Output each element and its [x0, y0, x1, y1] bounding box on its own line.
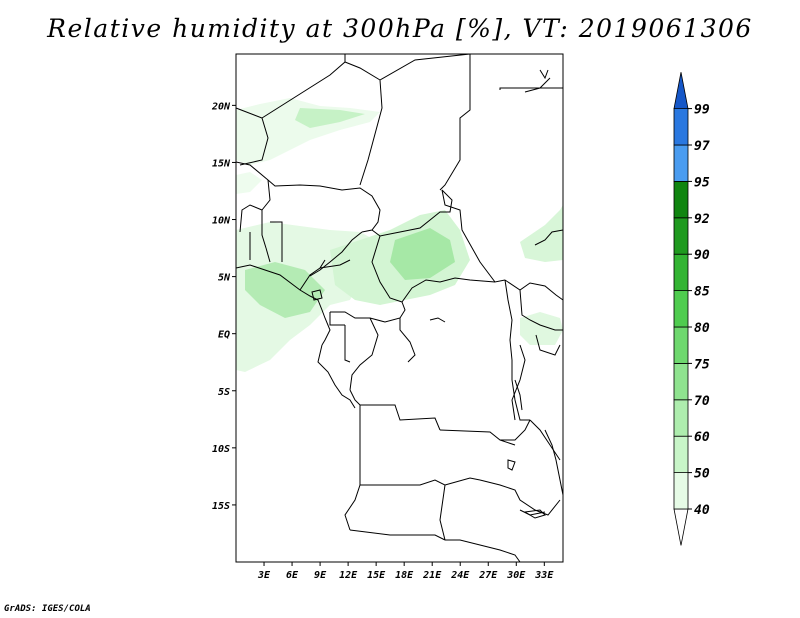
lon-tick-label: 27E — [478, 570, 498, 581]
lat-tick-label: 5S — [218, 387, 230, 398]
colorbar-label: 92 — [694, 212, 710, 227]
colorbar-segment — [673, 362, 689, 401]
humidity-region-central-core — [390, 228, 455, 280]
colorbar-segment — [673, 290, 689, 328]
colorbar-upper-triangle — [673, 72, 689, 109]
humidity-region-west-mid — [236, 172, 262, 194]
colorbar: 40 50 60 70 75 80 85 90 92 95 97 99 — [673, 72, 710, 546]
longitude-axis: 3E 6E 9E 12E 15E 18E 21E 24E 27E 30E 33E — [257, 562, 554, 581]
lon-tick-label: 18E — [395, 570, 414, 581]
colorbar-segment — [673, 253, 689, 291]
colorbar-label: 85 — [694, 285, 710, 300]
colorbar-segment — [673, 144, 689, 182]
lon-tick-label: 15E — [367, 570, 386, 581]
humidity-region-sahel-west-core — [245, 262, 325, 318]
colorbar-label: 40 — [694, 503, 710, 518]
humidity-region-east-strip — [520, 205, 563, 262]
map-panel — [235, 53, 564, 563]
lat-tick-label: 10N — [212, 216, 231, 227]
colorbar-label: 60 — [694, 430, 710, 445]
humidity-region-north-core — [295, 108, 365, 128]
colorbar-segment — [673, 399, 689, 437]
lat-tick-label: 10S — [212, 444, 230, 455]
colorbar-segment — [673, 108, 689, 146]
colorbar-label: 50 — [694, 467, 710, 482]
lon-tick-label: 6E — [286, 570, 299, 581]
lon-tick-label: 3E — [257, 570, 271, 581]
lat-tick-label: EQ — [218, 330, 230, 341]
lat-tick-label: 20N — [211, 101, 231, 112]
colorbar-label: 97 — [694, 139, 710, 154]
colorbar-segment — [673, 435, 689, 474]
colorbar-label: 80 — [694, 321, 710, 336]
lon-tick-label: 30E — [506, 570, 526, 581]
lat-tick-label: 15N — [212, 158, 231, 169]
colorbar-label: 70 — [694, 394, 710, 409]
colorbar-label: 75 — [694, 357, 710, 372]
map-title: Relative humidity at 300hPa [%], VT: 201… — [47, 14, 753, 43]
colorbar-segment — [673, 217, 689, 255]
colorbar-segment — [673, 326, 689, 364]
colorbar-segment — [673, 180, 689, 219]
colorbar-label: 90 — [694, 248, 710, 263]
political-borders — [235, 53, 564, 563]
lon-tick-label: 24E — [450, 570, 470, 581]
latitude-axis: 20N 15N 10N 5N EQ 5S 10S 15S — [211, 101, 236, 512]
lon-tick-label: 9E — [314, 570, 327, 581]
lon-tick-label: 33E — [534, 570, 554, 581]
grads-credit: GrADS: IGES/COLA — [4, 604, 91, 614]
colorbar-label: 99 — [694, 103, 710, 118]
colorbar-lower-triangle — [673, 508, 689, 546]
map-frame — [235, 53, 564, 563]
lat-tick-label: 5N — [218, 273, 231, 284]
colorbar-label: 95 — [694, 175, 710, 190]
colorbar-segment — [673, 472, 689, 510]
lat-tick-label: 15S — [212, 501, 230, 512]
lon-tick-label: 21E — [422, 570, 442, 581]
lon-tick-label: 12E — [339, 570, 358, 581]
